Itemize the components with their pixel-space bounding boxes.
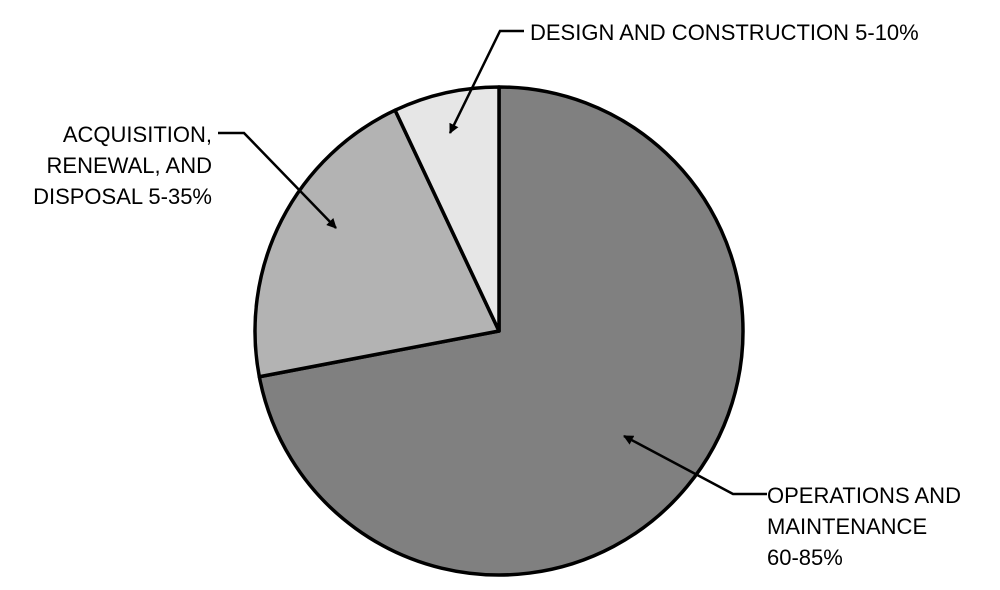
slice-label-1: ACQUISITION, RENEWAL, AND DISPOSAL 5-35%	[33, 122, 212, 209]
slice-label-2-line-0: DESIGN AND CONSTRUCTION 5-10%	[530, 20, 919, 45]
leader-arrow-0	[623, 434, 767, 496]
pie-slice-2	[393, 85, 501, 333]
slice-label-0-line-2: 60-85%	[767, 545, 843, 570]
slice-label-1-line-2: DISPOSAL 5-35%	[33, 184, 212, 209]
slice-label-0: OPERATIONS AND MAINTENANCE 60-85%	[767, 483, 961, 570]
pie-slices	[253, 85, 745, 577]
slice-labels: OPERATIONS AND MAINTENANCE 60-85% ACQUISITI…	[33, 20, 961, 570]
slice-label-0-line-1: MAINTENANCE	[767, 514, 927, 539]
pie-slice-0	[257, 85, 745, 577]
leader-lines	[218, 29, 767, 496]
leader-arrow-1	[218, 131, 337, 229]
slice-label-1-line-1: RENEWAL, AND	[47, 153, 212, 178]
slice-label-1-line-0: ACQUISITION,	[63, 122, 212, 147]
leader-arrow-2	[448, 29, 524, 134]
slice-label-2: DESIGN AND CONSTRUCTION 5-10%	[530, 20, 919, 45]
slice-label-0-line-0: OPERATIONS AND	[767, 483, 961, 508]
pie-slice-1	[253, 108, 501, 379]
